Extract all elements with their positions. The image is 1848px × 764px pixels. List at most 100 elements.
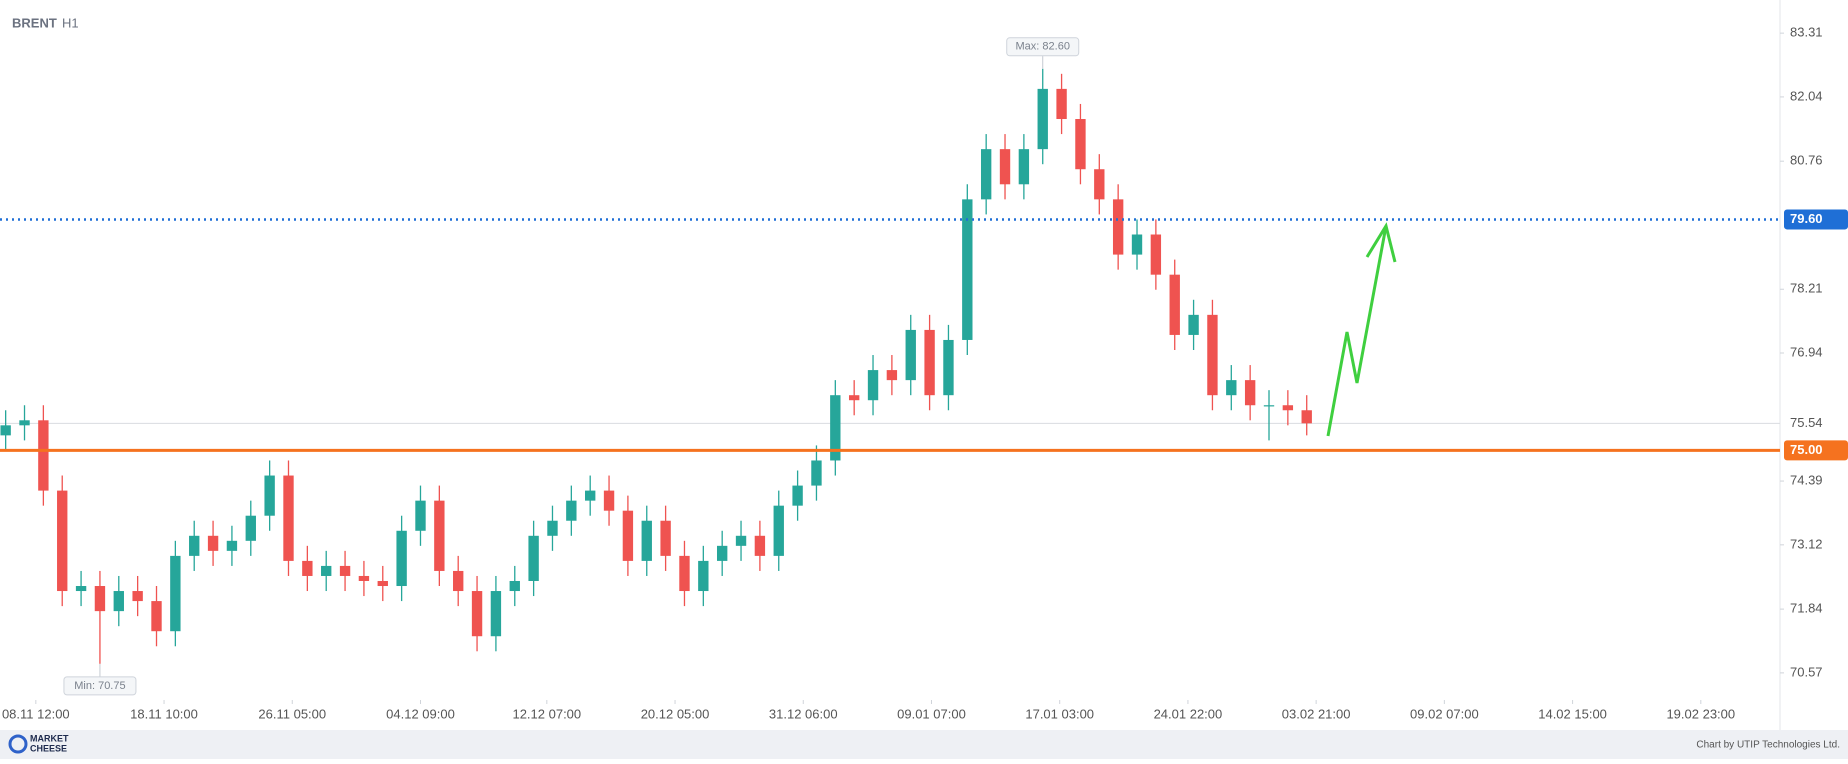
candle-body xyxy=(1075,119,1086,170)
candle-body xyxy=(679,555,690,592)
candle-body xyxy=(358,575,370,581)
candle-body xyxy=(1131,234,1143,255)
candle-body xyxy=(641,520,652,561)
candle-body xyxy=(302,560,313,576)
level-label-box xyxy=(1784,440,1848,461)
x-tick-label: 20.12 05:00 xyxy=(641,706,710,721)
x-tick-label: 19.02 23:00 xyxy=(1666,706,1735,721)
candle-body xyxy=(867,370,879,401)
candle-body xyxy=(245,515,256,541)
candle-body xyxy=(321,565,332,576)
candle-body xyxy=(1301,410,1312,424)
logo-bottom: CHEESE xyxy=(30,743,67,753)
candle-body xyxy=(57,490,68,592)
candle-body xyxy=(1188,314,1199,335)
plot-area: 83.31 82.04 80.76 78.21 76.94 74.39 73.12 71.84… xyxy=(0,25,1848,721)
candle-body xyxy=(585,490,596,501)
candle-body xyxy=(1018,149,1030,185)
level-label: 75.00 xyxy=(1790,442,1823,457)
annotation-label: Min: 70.75 xyxy=(74,680,125,692)
candle-body xyxy=(1169,274,1180,335)
y-tick-label: 71.84 xyxy=(1790,601,1823,616)
candle-body xyxy=(38,420,49,491)
candle-body xyxy=(622,510,634,561)
x-tick-label: 04.12 09:00 xyxy=(386,706,455,721)
candle-body xyxy=(226,540,238,551)
candle-body xyxy=(189,535,200,556)
candle-body xyxy=(905,329,916,381)
candle-body xyxy=(19,420,30,426)
candle-body xyxy=(1226,380,1237,396)
x-tick-label: 31.12 06:00 xyxy=(769,706,838,721)
x-tick-label: 08.11 12:00 xyxy=(2,706,70,721)
candle-body xyxy=(848,395,860,401)
x-tick-label: 03.02 21:00 xyxy=(1282,706,1351,721)
candle-body xyxy=(943,339,954,396)
y-tick-label: 78.21 xyxy=(1790,281,1823,296)
candle-body xyxy=(453,570,464,592)
level-label: 79.60 xyxy=(1790,211,1823,226)
y-tick-label: 82.04 xyxy=(1790,88,1823,103)
candle-body xyxy=(1094,169,1105,200)
x-tick-label: 18.11 10:00 xyxy=(130,706,198,721)
candle-body xyxy=(811,460,822,486)
x-tick-label: 24.01 22:00 xyxy=(1154,706,1223,721)
logo-top: MARKET xyxy=(30,733,69,743)
candle-body xyxy=(754,535,766,556)
x-tick-label: 26.11 05:00 xyxy=(258,706,326,721)
annotation-box xyxy=(63,676,137,696)
candle-body xyxy=(924,329,935,396)
candle-body xyxy=(1150,234,1162,275)
y-tick-label: 70.57 xyxy=(1790,664,1823,679)
candle-body xyxy=(415,500,426,531)
x-tick-label: 12.12 07:00 xyxy=(512,706,581,721)
y-tick-label: 74.39 xyxy=(1790,472,1823,487)
y-tick-label: 73.12 xyxy=(1790,536,1823,551)
candle-body xyxy=(830,395,841,461)
candle-body xyxy=(980,149,992,200)
candle-body xyxy=(1056,88,1067,120)
candle-body xyxy=(1244,380,1256,406)
footer-credit: Chart by UTIP Technologies Ltd. xyxy=(1696,740,1840,751)
x-tick-label: 14.02 15:00 xyxy=(1538,706,1607,721)
footer-bar xyxy=(0,730,1848,759)
level-label-box xyxy=(1784,209,1848,230)
candle-body xyxy=(886,370,898,381)
candle-body xyxy=(1263,405,1275,407)
candle-body xyxy=(509,580,520,592)
candle-body xyxy=(1112,199,1124,255)
x-tick-label: 09.02 07:00 xyxy=(1410,706,1479,721)
candle-body xyxy=(170,555,181,632)
candle-body xyxy=(716,545,728,561)
candle-body xyxy=(113,591,124,612)
candle-body xyxy=(283,475,294,561)
forecast-arrow xyxy=(1326,225,1388,437)
candle-body xyxy=(1207,314,1218,396)
candle-body xyxy=(132,591,143,602)
candle-body xyxy=(603,490,615,511)
candle-body xyxy=(434,500,445,571)
candle-body xyxy=(94,586,106,612)
candle-body xyxy=(264,475,275,516)
candle-body xyxy=(660,520,671,556)
chart-subtitle: H1 xyxy=(62,15,79,30)
candle-body xyxy=(999,149,1011,185)
annotation-label: Max: 82.60 xyxy=(1016,41,1070,53)
candle-body xyxy=(471,591,483,637)
candle-body xyxy=(962,199,973,340)
candle-body xyxy=(1037,88,1048,150)
y-tick-label: 83.31 xyxy=(1790,25,1823,40)
candle-body xyxy=(566,500,577,521)
candle-body xyxy=(339,565,351,576)
candle-body xyxy=(1282,405,1294,411)
candle-body xyxy=(698,560,709,592)
last-price-box xyxy=(1784,413,1844,434)
x-tick-label: 17.01 03:00 xyxy=(1025,706,1094,721)
candle-body xyxy=(396,530,407,587)
logo-icon xyxy=(8,734,28,754)
candle-body xyxy=(773,505,784,556)
candle-body xyxy=(377,580,388,587)
candle-body xyxy=(792,485,803,506)
